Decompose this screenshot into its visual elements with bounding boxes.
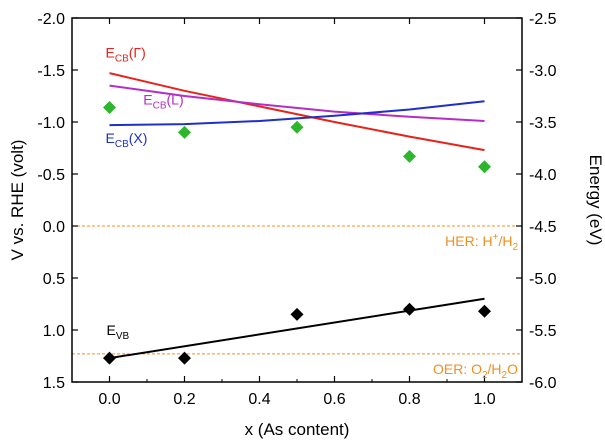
x-tick-label: 0.6 xyxy=(323,391,345,408)
point-ecb-exp xyxy=(403,150,416,163)
y-left-tick-label: 0.5 xyxy=(43,271,65,288)
reference-label-part: /H xyxy=(498,233,512,249)
line-ecb-gamma xyxy=(110,73,485,150)
line-evb xyxy=(110,299,485,358)
y-left-tick-label: -2.0 xyxy=(37,11,65,28)
y-right-tick-label: -5.5 xyxy=(529,323,557,340)
point-ecb-exp xyxy=(478,160,491,173)
x-tick-label: 1.0 xyxy=(473,391,495,408)
point-ecb-exp xyxy=(291,121,304,134)
point-ecb-exp xyxy=(103,101,116,114)
series-label-sub: VB xyxy=(116,331,130,342)
y-left-tick-label: 0.0 xyxy=(43,219,65,236)
y-left-tick-label: -1.0 xyxy=(37,115,65,132)
series-label-suffix: (L) xyxy=(167,91,184,107)
y-right-tick-label: -2.5 xyxy=(529,11,557,28)
plot-frame xyxy=(72,18,522,382)
series-label-main: E xyxy=(106,45,115,61)
series-label-suffix: (Γ) xyxy=(129,45,146,61)
reference-label-part: O xyxy=(507,361,518,377)
reference-label-part: /H xyxy=(488,361,502,377)
series-label-sub: CB xyxy=(153,100,167,111)
series-label-ecb-gamma: ECB(Γ) xyxy=(106,45,146,65)
series-label-main: E xyxy=(107,322,116,338)
y-right-tick-label: -4.0 xyxy=(529,167,557,184)
series-label-ecb-x: ECB(X) xyxy=(106,130,148,150)
series-label-evb: EVB xyxy=(107,322,130,342)
y-axis-right-title: Energy (eV) xyxy=(586,155,605,246)
y-left-tick-label: -1.5 xyxy=(37,63,65,80)
x-axis: 0.0 0.2 0.4 0.6 0.8 1.0 xyxy=(72,18,522,408)
series-label-main: E xyxy=(106,130,115,146)
series-label-suffix: (X) xyxy=(129,130,148,146)
y-left-tick-label: 1.0 xyxy=(43,323,65,340)
series-label-sub: CB xyxy=(115,139,129,150)
point-evb-exp xyxy=(291,308,304,321)
x-tick-label: 0.4 xyxy=(248,391,270,408)
point-ecb-exp xyxy=(178,126,191,139)
reference-label-part: HER: H xyxy=(445,233,492,249)
y-right-tick-label: -5.0 xyxy=(529,271,557,288)
y-right-tick-label: -4.5 xyxy=(529,219,557,236)
point-evb-exp xyxy=(403,303,416,316)
reference-label-her: HER: H+/H2 xyxy=(445,232,518,253)
y-left-tick-label: -0.5 xyxy=(37,167,65,184)
x-tick-label: 0.0 xyxy=(98,391,120,408)
series-label-main: E xyxy=(143,91,152,107)
series-label-sub: CB xyxy=(115,54,129,65)
point-evb-exp xyxy=(478,305,491,318)
reference-label-part: OER: O xyxy=(433,361,482,377)
y-right-tick-label: -3.5 xyxy=(529,115,557,132)
y-left-tick-label: 1.5 xyxy=(43,375,65,392)
y-right-tick-label: -3.0 xyxy=(529,63,557,80)
x-tick-label: 0.2 xyxy=(173,391,195,408)
x-axis-title: x (As content) xyxy=(245,420,350,439)
reference-label-part: 2 xyxy=(512,242,518,253)
y-right-tick-label: -6.0 xyxy=(529,375,557,392)
series-label-ecb-l: ECB(L) xyxy=(143,91,183,111)
reference-label-oer: OER: O2/H2O xyxy=(433,361,518,381)
reference-labels: HER: H+/H2 OER: O2/H2O xyxy=(433,232,518,381)
x-tick-label: 0.8 xyxy=(398,391,420,408)
series-labels: ECB(Γ)ECB(L)ECB(X)EVB xyxy=(106,45,184,343)
y-axis-left-title: V vs. RHE (volt) xyxy=(8,140,27,261)
